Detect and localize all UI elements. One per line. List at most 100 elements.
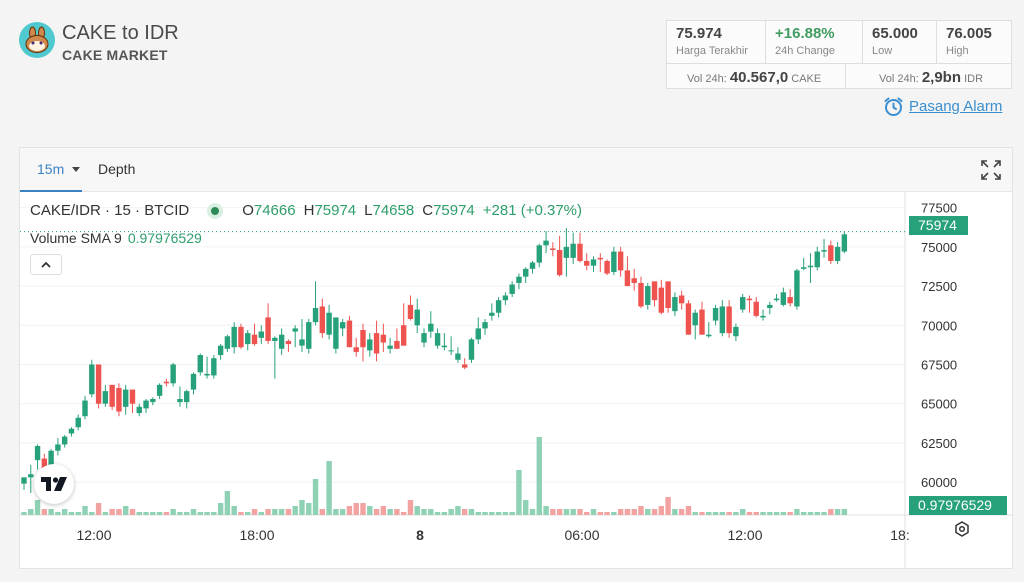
- volume-bar: [523, 500, 529, 515]
- open-label: O: [242, 202, 254, 219]
- volume-bar: [333, 509, 339, 515]
- stats-volume-row: Vol 24h: 40.567,0 CAKE Vol 24h: 2,9bn ID…: [667, 63, 1011, 89]
- volume-bar: [509, 512, 515, 515]
- candle: [468, 339, 475, 360]
- candle: [814, 251, 820, 268]
- volume-bar: [529, 509, 536, 515]
- candle: [55, 444, 61, 451]
- candle: [495, 300, 502, 313]
- volume-bar: [312, 479, 319, 515]
- candle: [434, 333, 441, 346]
- volume-bar: [658, 506, 665, 515]
- volume-bar: [61, 509, 68, 515]
- candle: [109, 384, 115, 407]
- volume-bar: [68, 512, 75, 515]
- volume-bar: [95, 503, 102, 515]
- volume-bar: [651, 509, 658, 515]
- candle: [326, 312, 332, 335]
- volume-bar: [326, 461, 332, 515]
- candle: [136, 406, 142, 414]
- candle: [746, 298, 753, 301]
- candle: [102, 391, 109, 404]
- volume-bar: [726, 512, 732, 515]
- close-value: 75974: [433, 202, 475, 219]
- volume-tag: 0.97976529: [909, 496, 1007, 515]
- market-status-icon: [207, 202, 224, 219]
- page-title: CAKE to IDR: [62, 22, 179, 44]
- volume-bar: [41, 509, 48, 515]
- volume-bar: [285, 509, 292, 515]
- candle: [645, 286, 651, 305]
- pancake-bunny-icon: [19, 22, 55, 58]
- volume-bar: [611, 512, 617, 515]
- volume-bar: [75, 512, 81, 515]
- stat-high: 76.005 High: [946, 25, 992, 57]
- candle: [41, 458, 48, 472]
- chart-settings-button[interactable]: [954, 521, 970, 542]
- volume-bar: [678, 509, 685, 515]
- candle: [387, 345, 393, 349]
- last-price-tag: 75974: [909, 216, 968, 235]
- y-tick-label: 62500: [921, 436, 957, 451]
- candle: [719, 306, 726, 334]
- volume-bar: [224, 491, 231, 515]
- fullscreen-button[interactable]: [980, 159, 1002, 186]
- volume-bar: [245, 512, 251, 515]
- candle: [211, 358, 217, 376]
- interval-dropdown[interactable]: 15m: [20, 148, 82, 192]
- candlestick-chart[interactable]: 77500 75000 72500 70000 67500 65000 62500 60000…: [20, 192, 1012, 568]
- volume-bar: [624, 509, 631, 515]
- candle: [367, 339, 373, 351]
- candle: [285, 340, 292, 345]
- candle: [400, 325, 407, 346]
- candle: [577, 243, 583, 261]
- candle: [482, 322, 488, 329]
- collapse-legend-button[interactable]: [30, 254, 62, 275]
- volume-bar: [136, 512, 142, 515]
- set-alarm-button[interactable]: Pasang Alarm: [883, 96, 1002, 117]
- x-tick-label: 18:: [890, 527, 909, 543]
- volume-bar: [387, 509, 393, 515]
- volume-bar: [706, 512, 712, 515]
- volume-bar: [109, 509, 115, 515]
- candle: [556, 250, 563, 276]
- y-tick-label: 77500: [921, 201, 957, 216]
- tradingview-logo-icon[interactable]: [34, 464, 74, 504]
- tab-depth[interactable]: Depth: [98, 161, 136, 177]
- volume-bar: [834, 509, 841, 515]
- gear-icon: [955, 521, 969, 537]
- y-tick-label: 67500: [921, 357, 957, 372]
- chart-toolbar: 15m Depth: [20, 148, 1012, 192]
- x-tick-label: 12:00: [76, 527, 111, 543]
- volume-bar: [502, 512, 509, 515]
- set-alarm-link[interactable]: Pasang Alarm: [909, 98, 1003, 115]
- candle: [787, 297, 793, 304]
- low-value: 74658: [372, 202, 415, 219]
- alarm-clock-icon: [884, 97, 903, 116]
- volume-bar: [495, 512, 502, 515]
- volume-bar: [258, 512, 264, 515]
- candle: [346, 320, 353, 348]
- candle: [177, 398, 183, 403]
- candle: [590, 259, 597, 266]
- volume-bar: [584, 512, 590, 515]
- volume-bar: [733, 512, 739, 515]
- candle: [529, 262, 536, 269]
- symbol-label: CAKE/IDR · 15 · BTCID: [30, 202, 190, 219]
- candle: [48, 450, 54, 467]
- volume-bar: [394, 509, 400, 515]
- caret-down-icon: [72, 166, 81, 172]
- volume-bar: [794, 509, 800, 515]
- volume-bar: [238, 512, 244, 515]
- stat-volume-quote: Vol 24h: 2,9bn IDR: [879, 69, 984, 86]
- candle: [584, 260, 590, 266]
- volume-bar: [550, 509, 556, 515]
- volume-bar: [306, 503, 312, 515]
- y-tick-label: 60000: [921, 475, 957, 490]
- volume-bar: [604, 512, 610, 515]
- volume-bar: [556, 509, 563, 515]
- volume-bar: [360, 503, 366, 515]
- y-tick-label: 65000: [921, 397, 957, 412]
- volume-bar: [21, 512, 27, 515]
- volume-bar: [231, 506, 237, 515]
